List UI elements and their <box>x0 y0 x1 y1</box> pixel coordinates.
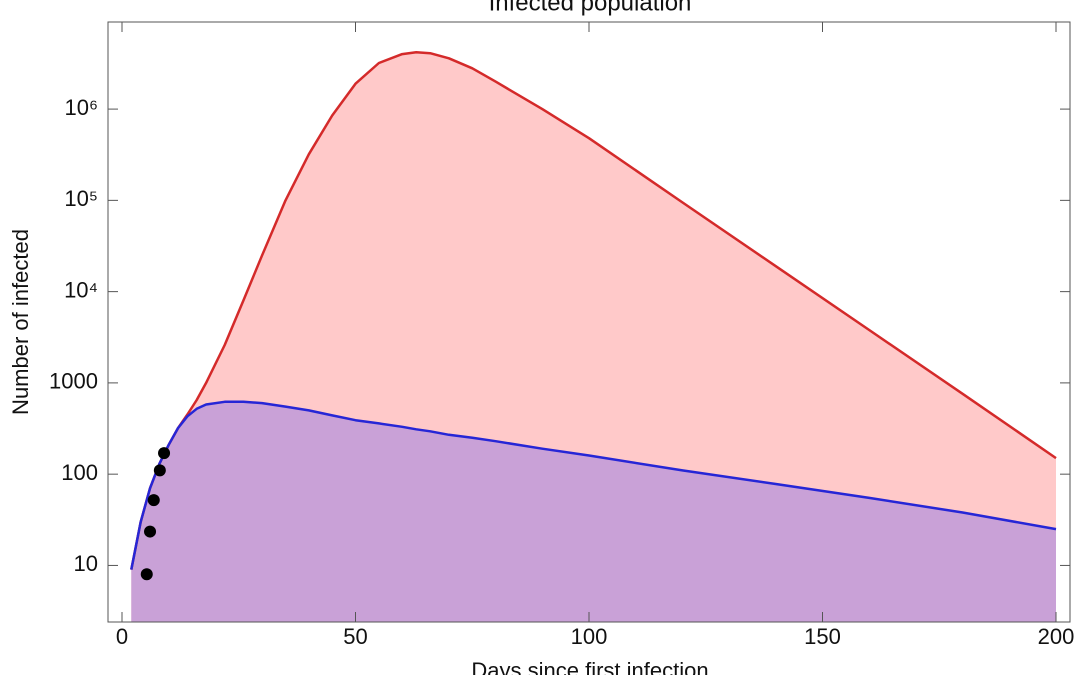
data-point <box>144 525 157 538</box>
x-tick-label: 150 <box>804 624 841 649</box>
data-point <box>153 464 166 477</box>
y-tick-label: 10 <box>74 551 98 576</box>
y-tick-label: 10⁶ <box>64 95 98 120</box>
x-tick-label: 100 <box>571 624 608 649</box>
y-tick-label: 100 <box>61 460 98 485</box>
y-axis-label: Number of infected <box>8 229 33 415</box>
data-point <box>140 568 153 581</box>
y-tick-label: 10⁴ <box>64 277 98 302</box>
y-tick-label: 10⁵ <box>64 186 98 211</box>
data-point <box>147 494 160 507</box>
area-fill <box>131 401 1057 622</box>
x-axis-label: Days since first infection <box>471 658 708 675</box>
x-tick-label: 200 <box>1038 624 1075 649</box>
y-tick-label: 1000 <box>49 369 98 394</box>
series-line <box>130 400 1057 570</box>
data-point <box>158 447 171 460</box>
x-tick-label: 50 <box>343 624 367 649</box>
plot-area <box>130 50 1057 622</box>
chart-title: Infected population <box>489 0 692 16</box>
x-tick-label: 0 <box>116 624 128 649</box>
